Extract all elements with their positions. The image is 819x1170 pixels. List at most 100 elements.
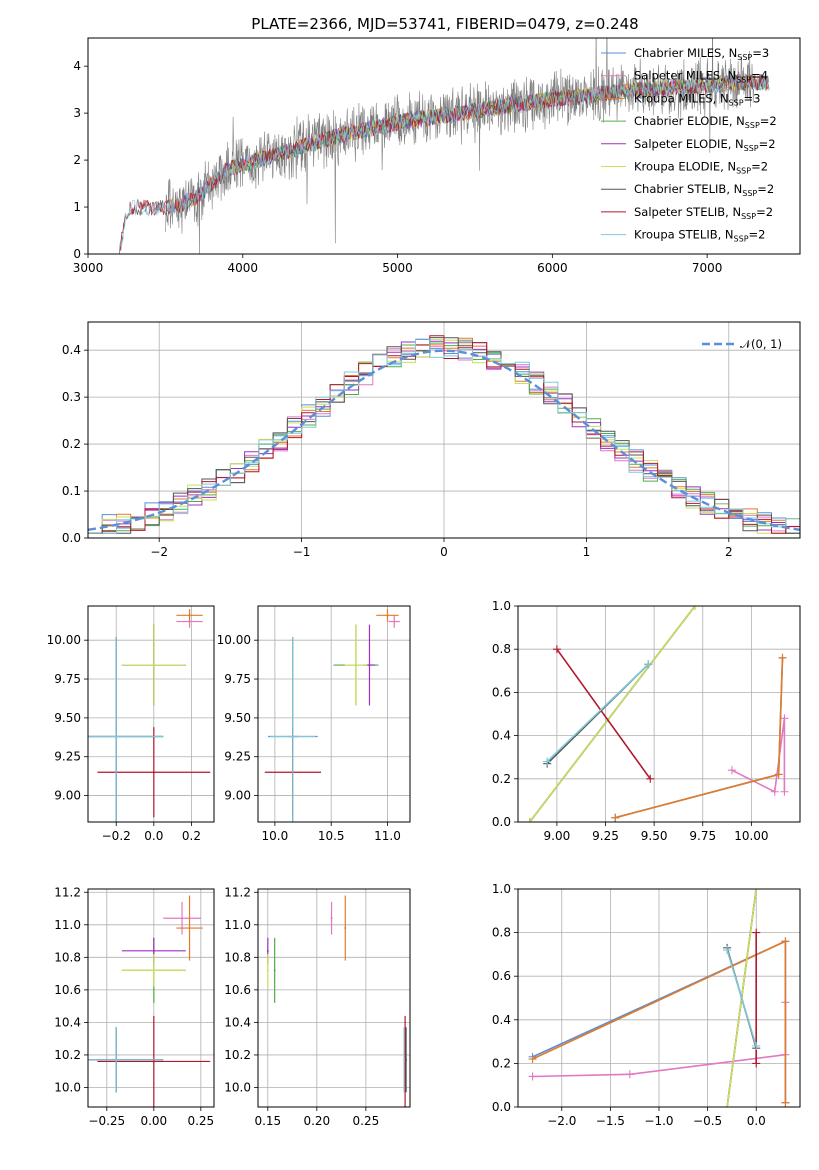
plot-area bbox=[88, 335, 800, 534]
model-line bbox=[119, 74, 770, 254]
legend-label: Kroupa STELIB, NSSP=2 bbox=[634, 228, 765, 244]
y-tick-label: 10.8 bbox=[54, 950, 81, 964]
plot-area bbox=[525, 606, 789, 822]
panel-age-vs-Z: −0.2 0.0 0.2 9.00 9.25 9.50 9.75 10.00 bbox=[47, 605, 215, 843]
x-tick-label: 0.2 bbox=[182, 829, 201, 843]
x-tick-label: −0.5 bbox=[693, 1114, 722, 1128]
residual-legend: 𝒩(0, 1) bbox=[702, 337, 782, 351]
x-tick-label: −1.5 bbox=[596, 1114, 625, 1128]
y-tick-label: 0.2 bbox=[492, 1056, 511, 1070]
panel-mass-vs-EBV: 0.15 0.20 0.25 10.0 10.2 10.4 10.6 10.8 11.0 11.2 bbox=[224, 885, 411, 1128]
model-line bbox=[119, 74, 770, 254]
legend-label: Salpeter MILES, NSSP=4 bbox=[634, 69, 768, 85]
legend-text: Kroupa MILES, N bbox=[634, 91, 729, 105]
axes-frame bbox=[87, 888, 215, 1108]
plot-area bbox=[88, 609, 211, 822]
y-tick-label: 3 bbox=[73, 106, 81, 120]
panel-age-vs-mass: 10.0 10.5 11.0 9.00 9.25 9.50 9.75 10.00 bbox=[217, 605, 411, 843]
x-tick-label: 9.25 bbox=[592, 829, 619, 843]
legend-n: =2 bbox=[760, 114, 777, 128]
weight-marker bbox=[752, 928, 761, 937]
y-tick-label: 0.4 bbox=[62, 343, 81, 357]
panel-weight-vs-Z: −2.0 −1.5 −1.0 −0.5 0.0 0.0 0.2 0.4 0.6 0.8 1.0 bbox=[492, 882, 801, 1128]
y-tick-label: 0.6 bbox=[492, 969, 511, 983]
weight-marker bbox=[646, 774, 655, 783]
y-tick-label: 9.25 bbox=[224, 750, 251, 764]
axes-frame bbox=[87, 37, 801, 255]
data-point bbox=[152, 664, 155, 667]
y-tick-label: 2 bbox=[73, 153, 81, 167]
plot-area bbox=[88, 895, 211, 1107]
x-tick-label: 11.0 bbox=[374, 829, 401, 843]
data-point bbox=[354, 664, 357, 667]
y-tick-label: 10.2 bbox=[54, 1048, 81, 1062]
y-tick-label: 9.75 bbox=[54, 672, 81, 686]
x-tick-label: 6000 bbox=[537, 261, 568, 275]
axes-frame bbox=[517, 605, 801, 823]
x-tick-label: 9.00 bbox=[544, 829, 571, 843]
y-tick-label: 1.0 bbox=[492, 882, 511, 896]
weight-marker bbox=[752, 1041, 761, 1050]
weight-marker bbox=[528, 1055, 537, 1064]
weight-marker bbox=[781, 1098, 790, 1107]
legend-label: Kroupa MILES, NSSP=3 bbox=[634, 91, 760, 107]
y-tick-label: 11.0 bbox=[224, 918, 251, 932]
legend-label: Salpeter ELODIE, NSSP=2 bbox=[634, 137, 776, 153]
x-tick-label: 5000 bbox=[382, 261, 413, 275]
legend-sub: SSP bbox=[734, 235, 749, 244]
y-tick-label: 11.2 bbox=[54, 885, 81, 899]
y-tick-label: 0.1 bbox=[62, 484, 81, 498]
x-tick-label: 1 bbox=[583, 545, 591, 559]
data-point bbox=[403, 1058, 406, 1061]
panel-weight-vs-age: 9.00 9.25 9.50 9.75 10.00 0.0 0.2 0.4 0.6 0.8 1.0 bbox=[492, 599, 801, 843]
data-point bbox=[115, 735, 118, 738]
axes-frame bbox=[257, 605, 411, 823]
y-tick-label: 10.0 bbox=[224, 1080, 251, 1094]
weight-marker bbox=[774, 770, 783, 779]
legend-sub: SSP bbox=[736, 76, 751, 85]
y-tick-label: 0.6 bbox=[492, 685, 511, 699]
legend-label: Kroupa ELODIE, NSSP=2 bbox=[634, 160, 768, 176]
y-tick-label: 0.0 bbox=[492, 1100, 511, 1114]
legend-label: Chabrier STELIB, NSSP=2 bbox=[634, 182, 774, 198]
axes-frame bbox=[87, 321, 801, 539]
legend-text: Chabrier STELIB, N bbox=[634, 182, 742, 196]
weight-line bbox=[556, 648, 651, 780]
data-point bbox=[188, 614, 191, 617]
plot-area bbox=[264, 609, 400, 822]
panel-residuals: −2 −1 0 1 2 0.0 0.1 0.2 0.3 0.4 𝒩(0, 1) bbox=[62, 321, 801, 559]
y-tick-label: 10.8 bbox=[224, 950, 251, 964]
data-point bbox=[266, 969, 269, 972]
legend-text: Salpeter MILES, N bbox=[634, 69, 736, 83]
x-tick-label: 0.15 bbox=[254, 1114, 281, 1128]
legend-text: Kroupa ELODIE, N bbox=[634, 160, 736, 174]
y-tick-label: 9.00 bbox=[54, 789, 81, 803]
weight-marker bbox=[552, 645, 561, 654]
x-tick-label: 0.20 bbox=[303, 1114, 330, 1128]
x-tick-label: −2.0 bbox=[547, 1114, 576, 1128]
y-tick-label: 10.6 bbox=[224, 983, 251, 997]
legend-n: =4 bbox=[751, 69, 768, 83]
weight-marker bbox=[727, 766, 736, 775]
y-tick-label: 0.2 bbox=[62, 437, 81, 451]
legend-n: =2 bbox=[757, 182, 774, 196]
weight-marker bbox=[528, 1072, 537, 1081]
figure-title: PLATE=2366, MJD=53741, FIBERID=0479, z=0… bbox=[251, 15, 638, 33]
y-tick-label: 10.2 bbox=[224, 1048, 251, 1062]
legend-sub: SSP bbox=[744, 144, 759, 153]
x-tick-label: 2 bbox=[725, 545, 733, 559]
legend-n: =2 bbox=[749, 228, 766, 242]
x-tick-label: 0.0 bbox=[747, 1114, 766, 1128]
legend-sub: SSP bbox=[741, 212, 756, 221]
data-point bbox=[386, 614, 389, 617]
x-tick-label: 0.00 bbox=[140, 1114, 167, 1128]
weight-marker bbox=[780, 787, 789, 796]
weight-marker bbox=[778, 653, 787, 662]
axes-frame bbox=[87, 605, 215, 823]
x-tick-label: −1 bbox=[293, 545, 311, 559]
weight-line bbox=[726, 949, 757, 1047]
weight-marker bbox=[625, 1070, 634, 1079]
y-tick-label: 10.00 bbox=[217, 633, 251, 647]
y-tick-label: 1.0 bbox=[492, 599, 511, 613]
y-tick-label: 10.4 bbox=[54, 1015, 81, 1029]
